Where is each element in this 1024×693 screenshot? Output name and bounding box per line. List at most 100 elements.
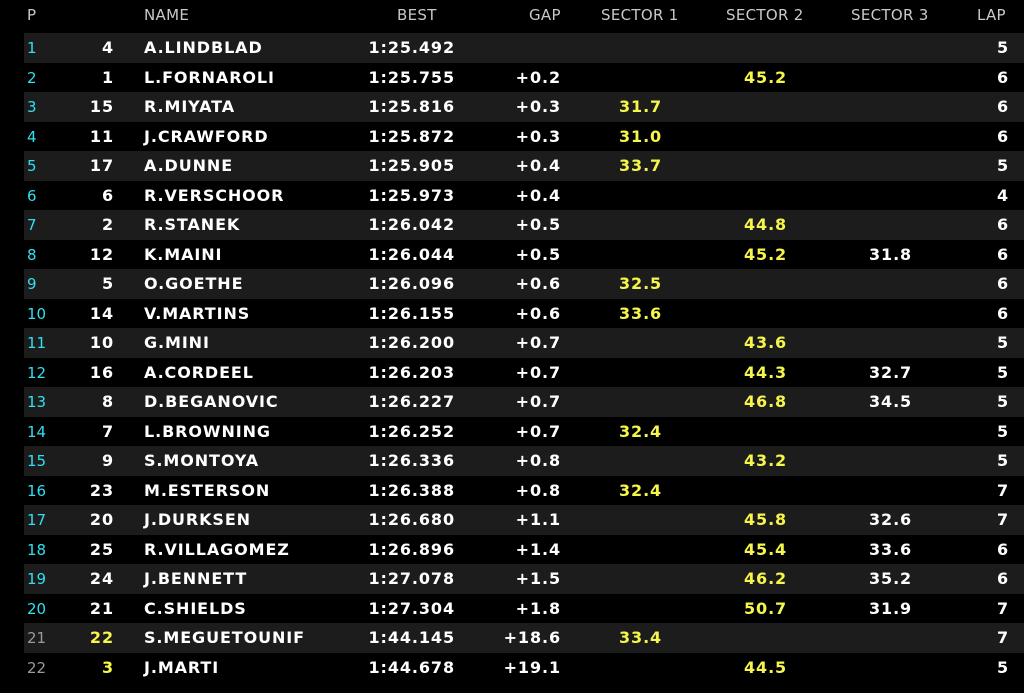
row-position: 19 xyxy=(27,570,47,588)
row-sector-3: 32.6 xyxy=(869,510,913,529)
header-sector-3: SECTOR 3 xyxy=(851,6,929,24)
row-best-lap: 1:27.078 xyxy=(368,569,455,588)
row-best-lap: 1:27.304 xyxy=(368,598,455,618)
row-lap: 7 xyxy=(996,628,1009,647)
row-sector-3: 33.6 xyxy=(869,539,913,559)
row-gap: +1.5 xyxy=(515,569,561,588)
row-lap: 5 xyxy=(996,333,1009,352)
table-row: 11 10 G.MINI 1:26.200 +0.7 43.6 5 xyxy=(24,328,1024,358)
row-position: 21 xyxy=(27,629,47,647)
row-lap: 6 xyxy=(996,97,1009,116)
table-row: 17 20 J.DURKSEN 1:26.680 +1.1 45.8 32.6 7 xyxy=(24,505,1024,535)
table-row: 13 8 D.BEGANOVIC 1:26.227 +0.7 46.8 34.5 5 xyxy=(24,387,1024,417)
row-best-lap: 1:26.203 xyxy=(368,362,455,382)
row-position: 20 xyxy=(27,599,47,618)
header-position: P xyxy=(27,6,37,24)
row-lap: 5 xyxy=(996,38,1009,57)
row-best-lap: 1:26.896 xyxy=(368,539,455,559)
row-position: 10 xyxy=(27,304,47,323)
row-lap: 6 xyxy=(996,303,1009,323)
row-driver-name: A.CORDEEL xyxy=(144,362,254,382)
header-gap: GAP xyxy=(529,6,561,24)
row-car-number: 11 xyxy=(89,126,114,146)
row-position: 6 xyxy=(27,186,37,205)
row-sector-2: 44.8 xyxy=(744,215,788,234)
row-position: 7 xyxy=(27,216,37,234)
row-best-lap: 1:25.816 xyxy=(368,97,455,116)
table-row: 7 2 R.STANEK 1:26.042 +0.5 44.8 6 xyxy=(24,210,1024,240)
row-position: 16 xyxy=(27,481,47,500)
row-gap: +0.7 xyxy=(515,333,561,352)
row-best-lap: 1:26.388 xyxy=(368,480,455,500)
row-sector-3: 31.8 xyxy=(869,244,913,264)
row-position: 13 xyxy=(27,393,47,411)
row-position: 11 xyxy=(27,334,47,352)
row-gap: +18.6 xyxy=(503,628,561,647)
row-best-lap: 1:44.145 xyxy=(368,628,455,647)
row-best-lap: 1:25.492 xyxy=(368,38,455,57)
row-lap: 6 xyxy=(996,215,1009,234)
row-gap: +0.7 xyxy=(515,392,561,411)
row-sector-1: 33.6 xyxy=(619,303,663,323)
row-car-number: 12 xyxy=(89,244,114,264)
row-lap: 5 xyxy=(996,362,1009,382)
row-lap: 7 xyxy=(996,480,1009,500)
row-sector-1: 33.7 xyxy=(619,156,663,175)
row-lap: 5 xyxy=(996,156,1009,175)
row-position: 2 xyxy=(27,68,37,87)
row-lap: 5 xyxy=(996,421,1009,441)
row-gap: +0.4 xyxy=(515,185,561,205)
table-row: 18 25 R.VILLAGOMEZ 1:26.896 +1.4 45.4 33.6 6 xyxy=(24,534,1024,564)
row-best-lap: 1:26.155 xyxy=(368,303,455,323)
row-best-lap: 1:25.755 xyxy=(368,67,455,87)
row-driver-name: C.SHIELDS xyxy=(144,598,247,618)
row-gap: +1.8 xyxy=(515,598,561,618)
row-driver-name: L.BROWNING xyxy=(144,421,271,441)
row-lap: 4 xyxy=(996,185,1009,205)
row-position: 12 xyxy=(27,363,47,382)
row-position: 18 xyxy=(27,540,47,559)
row-car-number: 2 xyxy=(101,215,114,234)
row-gap: +0.7 xyxy=(515,362,561,382)
row-gap: +0.3 xyxy=(515,97,561,116)
row-gap: +0.3 xyxy=(515,126,561,146)
row-driver-name: K.MAINI xyxy=(144,244,223,264)
header-name: NAME xyxy=(144,6,190,24)
table-row: 14 7 L.BROWNING 1:26.252 +0.7 32.4 5 xyxy=(24,416,1024,446)
row-driver-name: M.ESTERSON xyxy=(144,480,271,500)
row-sector-1: 31.0 xyxy=(619,126,663,146)
row-sector-1: 32.5 xyxy=(619,274,663,293)
row-driver-name: A.LINDBLAD xyxy=(144,38,263,57)
row-lap: 6 xyxy=(996,569,1009,588)
row-car-number: 4 xyxy=(101,38,114,57)
row-car-number: 25 xyxy=(89,539,114,559)
table-row: 10 14 V.MARTINS 1:26.155 +0.6 33.6 6 xyxy=(24,298,1024,328)
row-best-lap: 1:26.096 xyxy=(368,274,455,293)
row-driver-name: J.BENNETT xyxy=(144,569,248,588)
row-best-lap: 1:26.227 xyxy=(368,392,455,411)
row-lap: 7 xyxy=(996,510,1009,529)
row-gap: +0.8 xyxy=(515,480,561,500)
row-position: 1 xyxy=(27,39,37,57)
row-car-number: 24 xyxy=(89,569,114,588)
row-lap: 5 xyxy=(996,657,1009,677)
row-car-number: 17 xyxy=(89,156,114,175)
row-best-lap: 1:44.678 xyxy=(368,657,455,677)
row-lap: 6 xyxy=(996,126,1009,146)
row-car-number: 7 xyxy=(101,421,114,441)
row-sector-1: 31.7 xyxy=(619,97,663,116)
table-row: 5 17 A.DUNNE 1:25.905 +0.4 33.7 5 xyxy=(24,151,1024,181)
row-sector-2: 43.6 xyxy=(744,333,788,352)
row-driver-name: A.DUNNE xyxy=(144,156,234,175)
header-sector-1: SECTOR 1 xyxy=(601,6,679,24)
row-driver-name: L.FORNAROLI xyxy=(144,67,275,87)
row-driver-name: R.VILLAGOMEZ xyxy=(144,539,290,559)
row-car-number: 8 xyxy=(101,392,114,411)
row-gap: +0.5 xyxy=(515,215,561,234)
row-sector-2: 45.8 xyxy=(744,510,788,529)
row-best-lap: 1:26.200 xyxy=(368,333,455,352)
row-gap: +0.5 xyxy=(515,244,561,264)
row-position: 14 xyxy=(27,422,47,441)
row-best-lap: 1:26.044 xyxy=(368,244,455,264)
